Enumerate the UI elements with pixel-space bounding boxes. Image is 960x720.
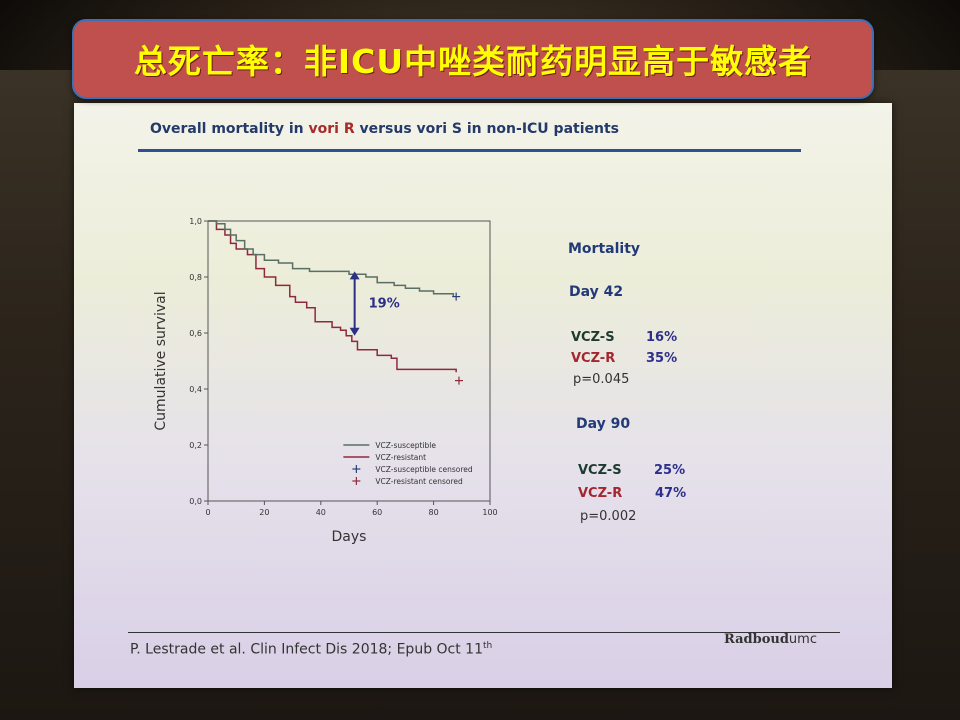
logo-main: Radboud — [724, 632, 789, 647]
y-tick-label: 0,2 — [189, 441, 202, 450]
x-tick-label: 20 — [259, 508, 269, 517]
x-tick-label: 80 — [429, 508, 439, 517]
citation: P. Lestrade et al. Clin Infect Dis 2018;… — [130, 641, 492, 658]
difference-arrow-head-down — [349, 327, 360, 336]
title-underline — [138, 149, 801, 152]
km-survival-chart: 0,0 0,2 0,4 0,6 0,8 1,0 0 20 40 60 80 100 Days Cumula… — [153, 217, 498, 545]
legend-susceptible-censored-label: VCZ-susceptible censored — [375, 465, 473, 474]
y-tick-label: 1,0 — [189, 217, 202, 226]
title-highlight: vori R — [308, 121, 355, 137]
footer-divider — [128, 632, 840, 633]
day42-r-value: 35% — [646, 351, 678, 366]
day90-label: Day 90 — [576, 416, 631, 432]
day90-s-label: VCZ-S — [578, 463, 622, 478]
day42-s-label: VCZ-S — [571, 330, 615, 345]
slide-title: Overall mortality in vori R versus vori … — [150, 121, 619, 137]
day90-r-label: VCZ-R — [578, 486, 623, 501]
plot-frame — [207, 220, 491, 502]
legend-susceptible-label: VCZ-susceptible — [375, 441, 436, 450]
logo-suffix: umc — [788, 632, 817, 647]
day42-s-value: 16% — [646, 330, 678, 345]
y-tick-label: 0,4 — [189, 385, 202, 394]
x-axis-label: Days — [332, 529, 367, 545]
survival-chart-container: 0,0 0,2 0,4 0,6 0,8 1,0 0 20 40 60 80 100 Days Cumula… — [152, 213, 512, 557]
radboud-logo: Radboudumc — [724, 632, 817, 647]
series-vcz-susceptible-line — [208, 220, 455, 297]
day90-p-value: p=0.002 — [580, 509, 637, 524]
difference-arrow-head-up — [349, 271, 360, 280]
y-axis-label: Cumulative survival — [153, 291, 169, 430]
citation-superscript: th — [483, 641, 493, 651]
mortality-heading: Mortality — [568, 241, 641, 257]
day90-r-value: 47% — [655, 486, 687, 501]
difference-label: 19% — [369, 297, 400, 312]
title-part-2: versus vori S in non-ICU patients — [354, 121, 620, 137]
title-part-1: Overall mortality in — [150, 121, 309, 137]
y-tick-label: 0,6 — [189, 329, 202, 338]
x-tick-label: 100 — [482, 508, 497, 517]
x-tick-label: 60 — [372, 508, 382, 517]
x-tick-label: 0 — [205, 508, 210, 517]
citation-text: P. Lestrade et al. Clin Infect Dis 2018;… — [130, 641, 484, 658]
banner-text: 总死亡率：非ICU中唑类耐药明显高于敏感者 — [133, 42, 813, 81]
series-vcz-resistant-line — [208, 220, 457, 373]
y-tick-label: 0,0 — [189, 497, 202, 506]
day42-r-label: VCZ-R — [571, 351, 616, 366]
censor-mark-resistant — [454, 376, 463, 385]
slide: Overall mortality in vori R versus vori … — [74, 103, 892, 688]
censor-mark-susceptible — [452, 292, 461, 301]
day90-s-value: 25% — [654, 463, 686, 478]
legend-resistant-censored-label: VCZ-resistant censored — [375, 477, 463, 486]
y-tick-label: 0,8 — [189, 273, 202, 282]
legend-resistant-label: VCZ-resistant — [375, 453, 426, 462]
annotation-banner: 总死亡率：非ICU中唑类耐药明显高于敏感者 — [72, 19, 874, 99]
day42-p-value: p=0.045 — [573, 372, 630, 387]
day42-label: Day 42 — [569, 284, 624, 300]
x-tick-label: 40 — [316, 508, 326, 517]
